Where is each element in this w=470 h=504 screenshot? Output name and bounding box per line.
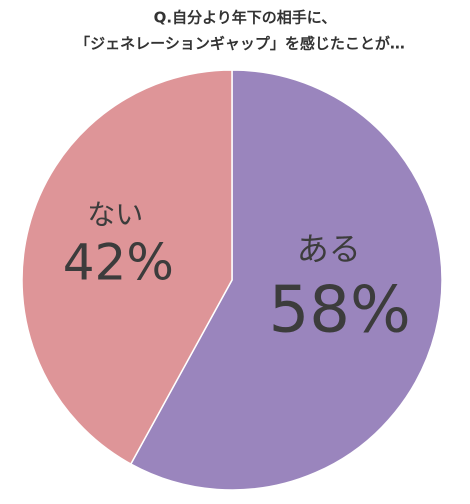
slice-category-label: ない: [87, 198, 143, 231]
slice-value-label: 58%: [269, 274, 411, 348]
pie-slice: [129, 69, 443, 491]
chart-title: Q.自分より年下の相手に、: [154, 9, 337, 27]
slice-category-label: ある: [297, 230, 361, 268]
pie-slice: [21, 69, 233, 466]
slice-value-label: 42%: [63, 233, 174, 291]
chart-title: 「ジェネレーションギャップ」を感じたことが…: [75, 35, 405, 53]
